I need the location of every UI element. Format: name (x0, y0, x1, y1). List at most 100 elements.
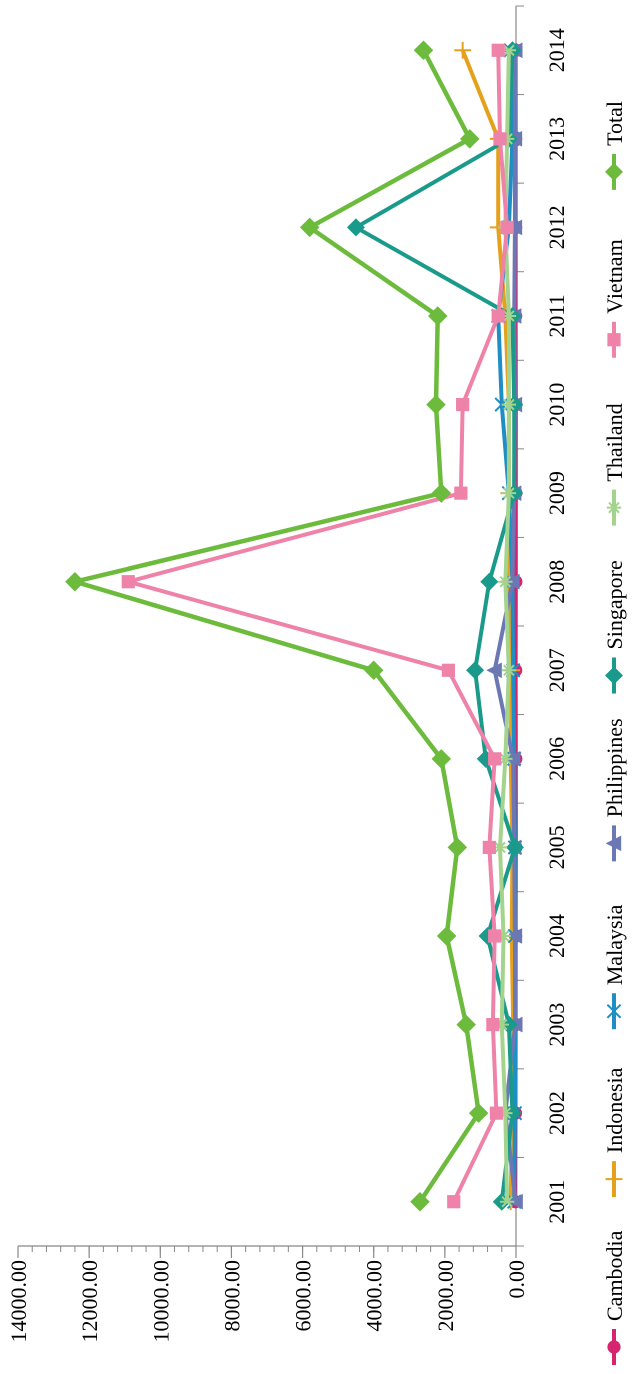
y-tick-label: 2000.00 (433, 1260, 458, 1332)
data-point-vietnam (488, 929, 502, 943)
data-point-philippines (507, 1193, 523, 1210)
legend-marker (607, 1340, 621, 1354)
data-point-vietnam (454, 486, 468, 500)
data-point-philippines (504, 751, 521, 767)
x-axis: 2001 2002 2003 2004 2005 2006 2007 2008 2009 2010… (515, 5, 569, 1247)
x-tick-label: 2013 (544, 117, 569, 161)
legend-item-indonesia: Indonesia (602, 1067, 627, 1198)
x-tick-label: 2004 (544, 914, 569, 958)
legend-marker (606, 501, 622, 514)
data-point-total (468, 1103, 489, 1123)
data-point-philippines (506, 928, 523, 944)
data-point-total (299, 217, 320, 238)
x-tick-label: 2006 (544, 737, 569, 781)
series-line-total (72, 49, 481, 1203)
y-tick-label: 10000.00 (148, 1260, 173, 1343)
data-point-thailand (501, 664, 517, 677)
data-point-total (431, 749, 452, 769)
data-point-vietnam (121, 575, 135, 589)
x-tick-label: 2012 (544, 205, 569, 249)
series-layer (65, 40, 524, 1212)
legend-marker (605, 162, 623, 181)
legend-label: Singapore (602, 560, 627, 649)
legend-item-singapore: Singapore (602, 560, 627, 694)
series-vietnam (121, 43, 514, 1209)
data-point-vietnam (486, 1017, 500, 1032)
legend-marker (606, 1003, 622, 1019)
data-point-total (410, 1191, 430, 1212)
legend-label: Thailand (602, 403, 627, 481)
series-singapore (346, 41, 524, 1211)
legend-item-vietnam: Vietnam (602, 239, 627, 358)
x-tick-label: 2014 (544, 28, 569, 72)
legend-marker (607, 333, 621, 347)
data-point-vietnam (447, 1195, 461, 1209)
y-tick-label: 6000.00 (291, 1260, 316, 1332)
data-point-vietnam (456, 397, 470, 412)
legend-item-thailand: Thailand (602, 403, 627, 526)
data-point-thailand (501, 398, 517, 411)
legend-label: Total (602, 101, 627, 146)
y-axis: 0.00 2000.00 4000.00 6000.00 8000.00 10000.00… (6, 1245, 529, 1343)
series-line-singapore (353, 50, 517, 1202)
data-point-thailand (498, 575, 513, 588)
legend-label: Cambodia (602, 1230, 627, 1321)
data-point-singapore (346, 218, 365, 237)
legend-label: Philippines (602, 718, 627, 817)
data-point-total (447, 837, 468, 858)
x-tick-label: 2003 (544, 1003, 569, 1047)
legend-marker (605, 666, 623, 685)
data-point-vietnam (500, 220, 514, 235)
y-tick-label: 4000.00 (362, 1260, 387, 1332)
x-tick-label: 2002 (544, 1091, 569, 1135)
legend-item-cambodia: Cambodia (602, 1230, 627, 1365)
data-point-total (413, 40, 434, 61)
data-point-vietnam (488, 752, 502, 766)
x-tick-label: 2001 (544, 1180, 569, 1224)
x-tick-label: 2009 (544, 471, 569, 515)
data-point-total (456, 1014, 476, 1035)
data-point-vietnam (489, 1106, 504, 1120)
x-tick-label: 2005 (544, 825, 569, 869)
data-point-thailand (501, 487, 517, 499)
data-point-total (65, 571, 85, 592)
x-tick-label: 2010 (544, 383, 569, 427)
data-point-total (460, 129, 480, 149)
data-point-vietnam (441, 663, 456, 677)
y-tick-label: 0.00 (504, 1260, 529, 1299)
legend: Cambodia Indonesia Malaysia Philippines Sing… (602, 101, 627, 1365)
series-total (65, 40, 489, 1212)
legend-item-total: Total (602, 101, 627, 190)
data-point-total (427, 306, 448, 326)
data-point-total (431, 483, 452, 503)
x-tick-label: 2011 (544, 294, 569, 337)
series-line-indonesia (460, 49, 516, 1202)
y-tick-label: 8000.00 (219, 1260, 244, 1332)
legend-label: Vietnam (602, 239, 627, 313)
data-point-indonesia (454, 41, 472, 59)
legend-item-malaysia: Malaysia (602, 904, 627, 1030)
x-tick-label: 2008 (544, 560, 569, 604)
data-point-vietnam (491, 309, 505, 323)
data-point-philippines (486, 662, 502, 679)
data-point-singapore (505, 838, 524, 857)
legend-item-philippines: Philippines (602, 718, 627, 862)
legend-marker (605, 1170, 623, 1188)
data-point-singapore (480, 572, 499, 591)
series-line-philippines (492, 50, 518, 1202)
y-tick-label: 12000.00 (77, 1260, 102, 1343)
x-tick-label: 2007 (544, 648, 569, 692)
series-line-vietnam (126, 50, 510, 1203)
data-point-total (436, 926, 457, 946)
data-point-singapore (466, 661, 485, 680)
y-tick-label: 14000.00 (6, 1260, 31, 1343)
data-point-thailand (499, 1195, 515, 1208)
data-point-total (426, 394, 446, 415)
data-point-vietnam (482, 840, 496, 855)
data-point-total (363, 660, 384, 681)
data-point-philippines (506, 219, 523, 236)
legend-label: Indonesia (602, 1067, 627, 1153)
data-point-vietnam (491, 43, 505, 57)
data-point-vietnam (493, 132, 507, 146)
